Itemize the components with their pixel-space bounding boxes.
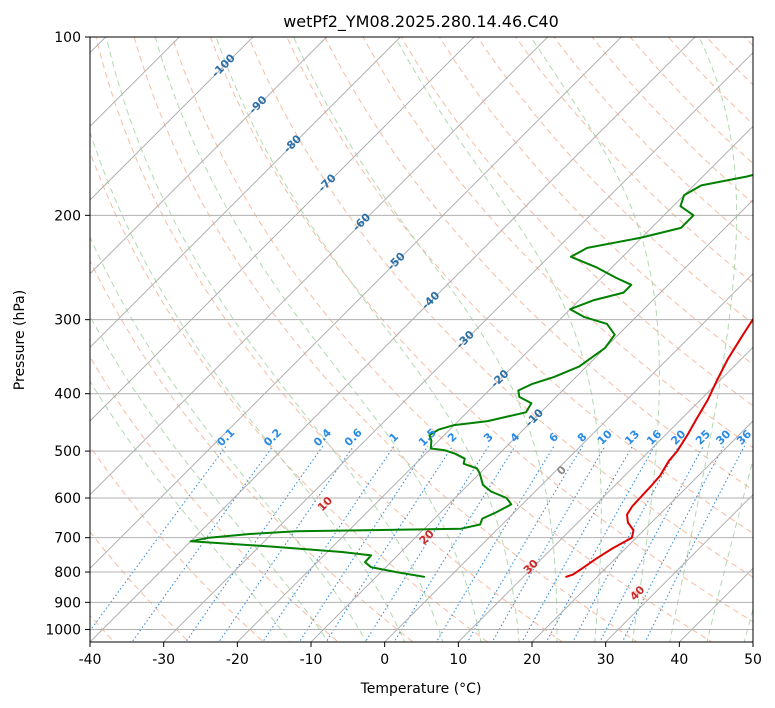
moist-adiabat-line: [293, 37, 558, 642]
plot-area: -100-90-80-70-60-50-40-30-20-100.1 0.2 0.4…: [90, 37, 754, 642]
chart-title: wetPf2_YM08.2025.280.14.46.C40: [283, 12, 559, 32]
isotherm-line: [457, 346, 753, 642]
y-axis-ticks: 100 200 300 400 500 600 700 800 900 1000: [45, 30, 90, 638]
dry-adiabats: [90, 37, 753, 642]
isotherm-line: [90, 37, 475, 422]
dry-adiabat-line: [133, 37, 638, 642]
mixing-ratio-line: [466, 445, 584, 642]
mixing-ratio-line: [599, 445, 704, 642]
dry-adiabat-line: [90, 356, 340, 642]
dry-adiabat-line: [286, 37, 753, 534]
mixing-ratio-line: [298, 445, 429, 642]
dry-adiabat-line: [209, 37, 753, 623]
y-tick-label: 400: [54, 387, 81, 403]
isotherm-line: [90, 37, 402, 349]
y-tick-label: 900: [54, 595, 81, 611]
moist-adiabat-line: [394, 37, 602, 642]
x-tick-label: 30: [597, 652, 615, 668]
x-axis-title: Temperature (°C): [360, 681, 482, 697]
y-tick-label: 300: [54, 313, 81, 329]
moist-adiabat-line: [669, 37, 738, 642]
x-tick-label: -20: [226, 652, 249, 668]
temperature-profile-line: [565, 317, 753, 578]
moist-adiabat-line: [530, 37, 660, 642]
x-tick-label: 0: [380, 652, 389, 668]
dry-adiabat-line: [515, 37, 753, 284]
dry-adiabat-line: [171, 37, 713, 642]
x-tick-label: 40: [670, 652, 688, 668]
y-tick-label: 1000: [45, 622, 81, 638]
isotherm-line: [531, 420, 753, 642]
mixing-ratio-line: [644, 445, 746, 642]
x-tick-label: 20: [523, 652, 541, 668]
dry-adiabat-line: [362, 37, 753, 449]
moist-adiabat-line: [215, 37, 520, 642]
mixing-ratio-line: [435, 445, 555, 642]
sounding-profiles: [189, 173, 753, 578]
moist-adiabat-line: [743, 607, 753, 642]
isotherm-line: [90, 37, 623, 570]
mixing-ratio-line: [621, 445, 725, 642]
isotherm-line: [90, 37, 254, 201]
y-tick-label: 600: [54, 491, 81, 507]
isotherm-line: [90, 37, 696, 642]
moist-adiabat-line: [154, 37, 482, 642]
dry-adiabat-line: [324, 37, 753, 491]
isotherm-line: [90, 37, 549, 496]
dry-adiabat-line: [248, 37, 753, 578]
y-tick-label: 800: [54, 565, 81, 581]
dry-adiabat-line: [553, 37, 753, 244]
pressure-gridlines: [90, 37, 753, 630]
skewed-isotherms: [90, 37, 753, 642]
isotherm-line: [310, 199, 753, 642]
dry-adiabat-line: [95, 37, 564, 642]
isotherm-line: [162, 51, 753, 642]
mixing-ratio-line: [572, 445, 680, 642]
isotherm-line: [383, 272, 753, 642]
mixing-ratio-line: [325, 445, 454, 642]
y-tick-label: 700: [54, 531, 81, 547]
x-tick-label: -40: [79, 652, 102, 668]
y-tick-label: 200: [54, 208, 81, 224]
x-tick-label: 50: [744, 652, 762, 668]
mixing-ratio-line: [364, 445, 490, 642]
dewpoint-profile-line: [189, 173, 753, 578]
y-tick-label: 100: [54, 30, 81, 46]
y-axis-title: Pressure (hPa): [12, 290, 28, 390]
dry-adiabat-line: [591, 37, 753, 204]
x-tick-label: 10: [449, 652, 467, 668]
moist-adiabat-line: [90, 314, 329, 642]
dry-adiabat-line: [90, 531, 190, 642]
mixing-ratio-line: [131, 445, 274, 642]
y-tick-label: 500: [54, 444, 81, 460]
plot-frame: [89, 36, 754, 643]
mixing-ratio-line: [90, 445, 227, 632]
isotherm-line: [236, 125, 753, 642]
x-tick-label: -30: [152, 652, 175, 668]
x-tick-label: -10: [300, 652, 323, 668]
isotherm-line: [90, 37, 328, 275]
mixing-ratio-label: 36: [734, 427, 754, 447]
x-axis-ticks: -40 -30 -20 -10 0 10 20 30 40 50: [79, 642, 762, 668]
isotherm-line: [604, 493, 753, 642]
dry-adiabat-line: [400, 37, 753, 407]
